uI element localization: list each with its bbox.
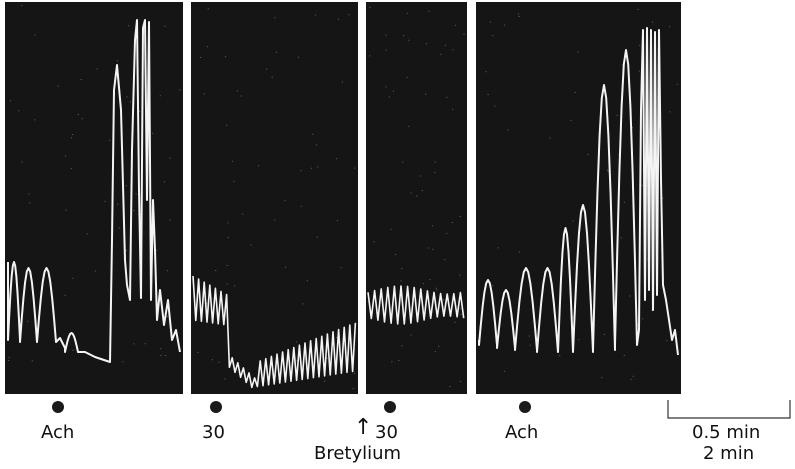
trace-panel-4 bbox=[478, 27, 679, 356]
recording-panel-1 bbox=[5, 2, 183, 394]
trace-panel-2 bbox=[192, 275, 357, 389]
stimulus-dot-ach-2 bbox=[519, 401, 531, 413]
scale-label-0-5-min: 0.5 min bbox=[692, 422, 761, 443]
stimulus-dot-30-2 bbox=[384, 401, 396, 413]
marker-label-ach-2: Ach bbox=[505, 422, 539, 443]
drug-label-bretylium: Bretylium bbox=[314, 443, 402, 464]
stimulus-dot-30-1 bbox=[210, 401, 222, 413]
arrow-icon: ↑ bbox=[354, 415, 373, 440]
scale-label-2-min: 2 min bbox=[703, 443, 755, 464]
scale-bar-bracket bbox=[667, 400, 791, 419]
marker-label-30-2: 30 bbox=[375, 422, 398, 443]
recording-panel-3 bbox=[366, 2, 467, 394]
marker-label-ach-1: Ach bbox=[41, 422, 75, 443]
trace-panel-1 bbox=[7, 19, 181, 363]
marker-label-30-1: 30 bbox=[202, 422, 225, 443]
recording-panel-2 bbox=[191, 2, 358, 394]
trace-panel-3 bbox=[367, 285, 465, 325]
stimulus-dot-ach-1 bbox=[52, 401, 64, 413]
